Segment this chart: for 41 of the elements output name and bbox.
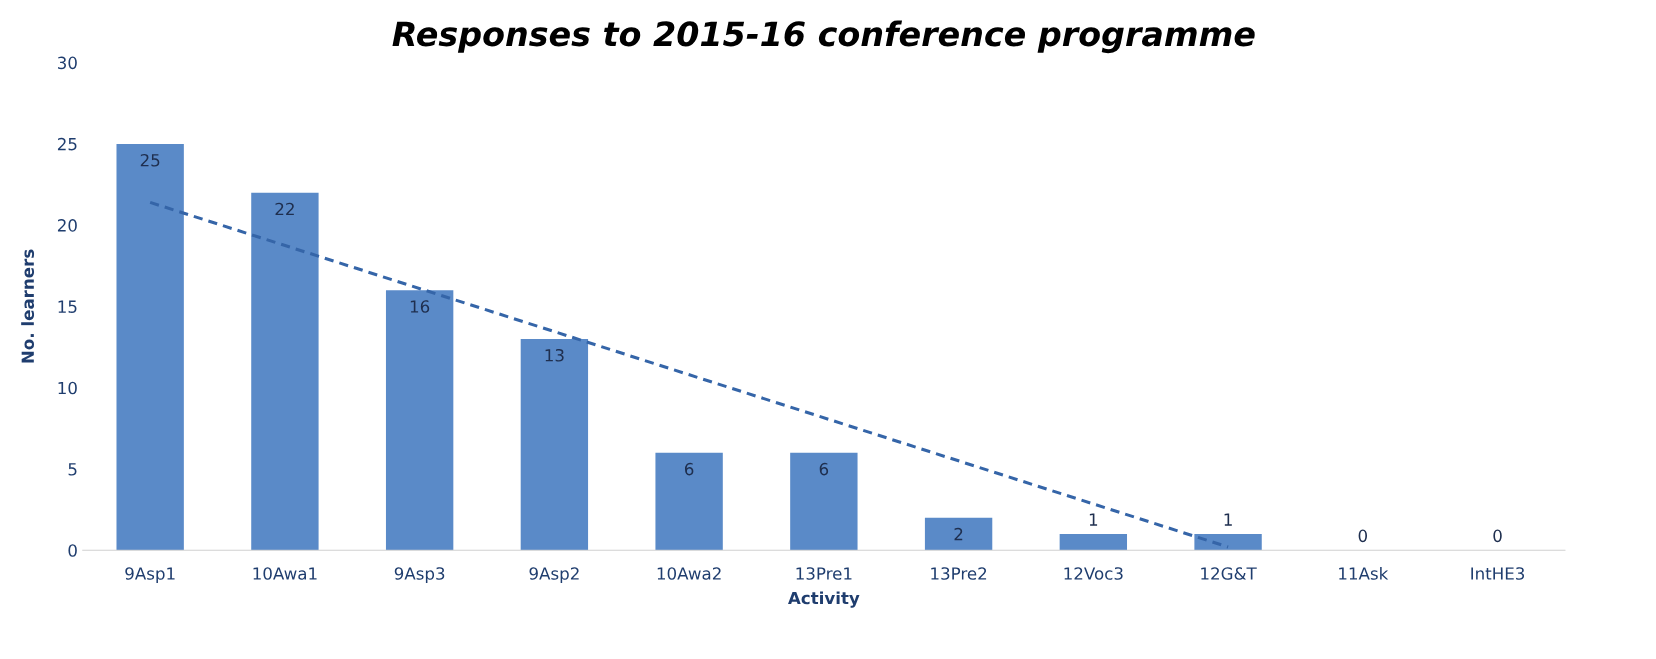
x-tick-label: 9Asp3 bbox=[394, 567, 445, 584]
x-tick-label: 13Pre2 bbox=[931, 567, 987, 580]
x-tick-label: 10Awa2 bbox=[657, 567, 721, 580]
bar bbox=[385, 290, 454, 551]
bar bbox=[655, 452, 723, 551]
data-label: 16 bbox=[410, 300, 430, 313]
data-label: 2 bbox=[954, 527, 963, 541]
y-tick-label: 20 bbox=[57, 219, 77, 232]
data-label: 0 bbox=[1493, 529, 1502, 543]
data-label: 6 bbox=[684, 462, 694, 476]
y-tick-label: 25 bbox=[57, 137, 77, 151]
x-tick-label: 9Asp2 bbox=[529, 567, 579, 584]
x-tick-label: 13Pre1 bbox=[796, 567, 852, 580]
x-tick-label: 11Ask bbox=[1339, 566, 1389, 580]
y-tick-label: 30 bbox=[58, 56, 77, 70]
x-axis-title: Activity bbox=[788, 591, 860, 608]
x-tick-label: 12G&T bbox=[1201, 567, 1257, 580]
y-tick-label: 0 bbox=[68, 544, 77, 557]
data-label: 22 bbox=[275, 202, 294, 216]
bar bbox=[924, 517, 993, 551]
data-label: 13 bbox=[545, 348, 564, 362]
bar bbox=[116, 143, 184, 551]
y-tick-label: 5 bbox=[68, 463, 77, 476]
data-label: 1 bbox=[1224, 513, 1232, 526]
data-label: 1 bbox=[1089, 513, 1098, 526]
bar bbox=[520, 338, 589, 551]
x-tick-label: 10Awa1 bbox=[253, 567, 317, 580]
y-tick-label: 15 bbox=[58, 300, 77, 313]
x-tick-label: 9Asp1 bbox=[125, 567, 175, 584]
data-label: 0 bbox=[1358, 529, 1368, 543]
bar bbox=[1194, 534, 1262, 551]
data-label: 25 bbox=[140, 153, 160, 167]
bar bbox=[251, 192, 319, 551]
bar bbox=[790, 452, 858, 551]
bar bbox=[1059, 534, 1128, 551]
y-tick-label: 10 bbox=[58, 381, 77, 395]
x-tick-label: 12Voc3 bbox=[1064, 567, 1123, 580]
x-tick-label: IntHE3 bbox=[1471, 567, 1525, 580]
y-axis-title: No. learners bbox=[21, 249, 35, 363]
chart-title: Responses to 2015-16 conference programme bbox=[392, 20, 1255, 54]
data-label: 6 bbox=[819, 462, 829, 476]
